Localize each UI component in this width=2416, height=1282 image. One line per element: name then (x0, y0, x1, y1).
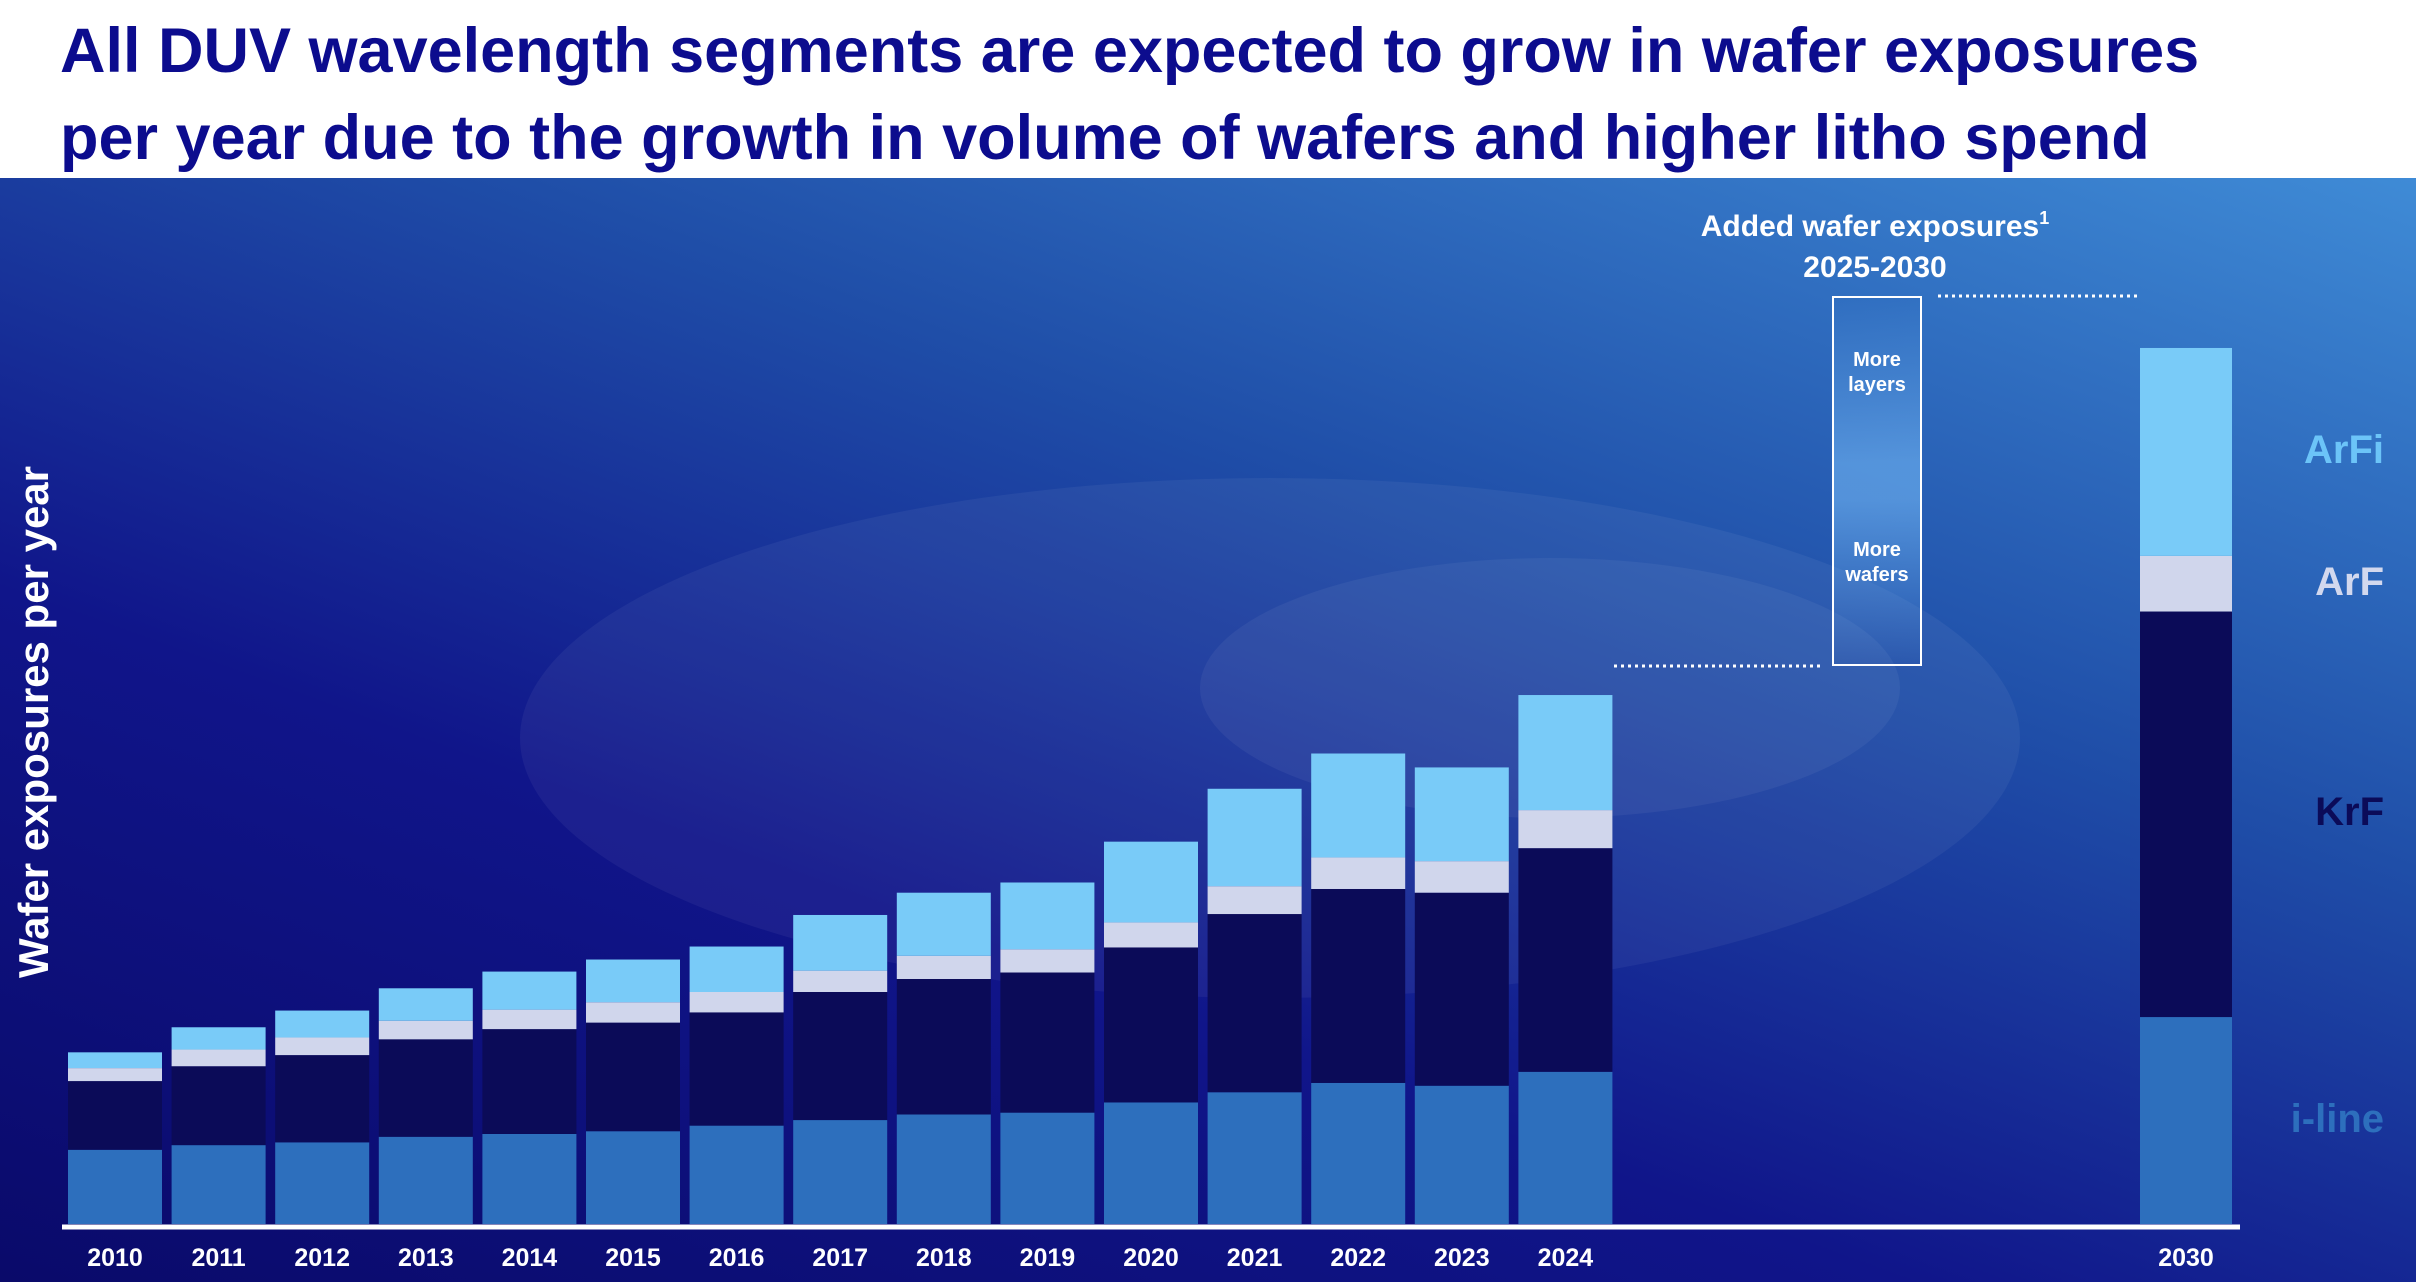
bar-arfi-2022 (1311, 753, 1406, 858)
bar-i-line-2030 (2140, 1017, 2232, 1224)
bar-i-line-2023 (1414, 1085, 1509, 1224)
segment-label-i-line: i-line (2290, 1096, 2384, 1141)
bar-i-line-2013 (378, 1136, 473, 1224)
more-layers-label: More layers (1848, 349, 1906, 396)
added-heading-text: Added wafer exposures (1700, 210, 2040, 243)
bar-krf-2018 (896, 979, 991, 1115)
title-line-1: All DUV wavelength segments are expected… (60, 16, 2200, 86)
bar-i-line-2011 (171, 1145, 266, 1224)
x-tick-labels: 2010 2011 2012 2013 2014 2015 2016 2017 2018 2019… (87, 1244, 2214, 1272)
bar-i-line-2019 (1000, 1112, 1095, 1224)
bar-i-line-2014 (482, 1133, 577, 1224)
added-period: 2025-2030 (1803, 251, 1947, 284)
bar-krf-2015 (586, 1022, 680, 1132)
bar-i-line-2020 (1104, 1102, 1198, 1224)
bar-krf-2017 (793, 992, 888, 1121)
x-tick-2020: 2020 (1123, 1244, 1179, 1272)
bar-krf-2012 (275, 1055, 370, 1143)
bar-krf-2022 (1311, 888, 1406, 1083)
bar-krf-2030 (2140, 611, 2232, 1018)
bar-arfi-2012 (275, 1010, 370, 1038)
title-line-2: per year due to the growth in volume of … (60, 103, 2150, 173)
bar-i-line-2018 (896, 1114, 991, 1224)
bar-i-line-2024 (1518, 1071, 1613, 1224)
bar-krf-2010 (68, 1081, 162, 1150)
bar-krf-2019 (1000, 972, 1095, 1113)
bar-arfi-2030 (2140, 347, 2232, 556)
bar-arfi-2010 (68, 1052, 162, 1069)
bar-arf-2010 (68, 1068, 162, 1082)
added-exposures-heading: Added wafer exposures1 2025-2030 (1640, 198, 2110, 288)
bar-arfi-2023 (1414, 767, 1509, 862)
x-tick-2019: 2019 (1020, 1244, 1076, 1272)
bar-arf-2023 (1414, 861, 1509, 893)
bar-i-line-2012 (275, 1142, 370, 1224)
bar-arf-2015 (586, 1002, 680, 1023)
bar-arfi-2016 (689, 946, 784, 992)
segment-label-krf: KrF (2315, 790, 2384, 835)
bar-arf-2018 (896, 955, 991, 980)
bar-arf-2014 (482, 1009, 577, 1030)
bar-krf-2016 (689, 1012, 784, 1126)
bar-i-line-2022 (1311, 1082, 1406, 1224)
x-tick-2016: 2016 (709, 1244, 765, 1272)
added-exposures-box: More layers More wafers (1832, 296, 1922, 666)
bar-arfi-2020 (1104, 841, 1198, 923)
x-tick-2022: 2022 (1330, 1244, 1386, 1272)
bar-arfi-2019 (1000, 882, 1095, 950)
bar-arfi-2013 (378, 988, 473, 1021)
bar-arfi-2024 (1518, 695, 1613, 811)
page-title: All DUV wavelength segments are expected… (60, 8, 2400, 182)
bar-arfi-2014 (482, 971, 577, 1010)
bar-arf-2016 (689, 992, 784, 1013)
segment-label-arfi: ArFi (2304, 427, 2384, 472)
x-tick-2030: 2030 (2158, 1244, 2214, 1272)
bar-i-line-2015 (586, 1131, 680, 1224)
footnote-marker: 1 (2039, 208, 2050, 228)
bar-krf-2014 (482, 1029, 577, 1134)
bar-arfi-2021 (1207, 788, 1302, 887)
bar-group (68, 347, 2232, 1224)
bar-krf-2024 (1518, 848, 1613, 1072)
bar-krf-2023 (1414, 892, 1509, 1086)
bar-krf-2013 (378, 1039, 473, 1137)
bar-arf-2011 (171, 1049, 266, 1067)
more-wafers-label: More wafers (1845, 539, 1909, 586)
bar-i-line-2017 (793, 1120, 888, 1224)
bar-arf-2030 (2140, 555, 2232, 612)
bar-krf-2020 (1104, 947, 1198, 1103)
x-tick-2023: 2023 (1434, 1244, 1490, 1272)
x-tick-2018: 2018 (916, 1244, 972, 1272)
x-tick-2013: 2013 (398, 1244, 454, 1272)
bar-i-line-2010 (68, 1149, 162, 1224)
bar-arf-2013 (378, 1020, 473, 1040)
bar-arf-2022 (1311, 857, 1406, 889)
x-tick-2024: 2024 (1538, 1244, 1594, 1272)
bar-arf-2017 (793, 970, 888, 992)
x-tick-2011: 2011 (191, 1244, 245, 1272)
bar-i-line-2016 (689, 1125, 784, 1224)
bar-arfi-2017 (793, 914, 888, 971)
segment-label-arf: ArF (2315, 559, 2384, 604)
bar-arfi-2015 (586, 959, 680, 1003)
bar-arfi-2011 (171, 1027, 266, 1050)
bar-krf-2021 (1207, 914, 1302, 1093)
bar-i-line-2021 (1207, 1092, 1302, 1224)
x-tick-2014: 2014 (502, 1244, 558, 1272)
x-tick-2010: 2010 (87, 1244, 143, 1272)
x-tick-2012: 2012 (294, 1244, 350, 1272)
bar-arf-2024 (1518, 810, 1613, 849)
x-tick-2017: 2017 (812, 1244, 868, 1272)
x-tick-2015: 2015 (605, 1244, 661, 1272)
bar-arf-2012 (275, 1037, 370, 1056)
bar-arf-2019 (1000, 949, 1095, 973)
x-tick-2021: 2021 (1227, 1244, 1283, 1272)
bar-krf-2011 (171, 1066, 266, 1146)
bar-arf-2021 (1207, 886, 1302, 915)
bar-arf-2020 (1104, 922, 1198, 948)
bar-arfi-2018 (896, 892, 991, 956)
